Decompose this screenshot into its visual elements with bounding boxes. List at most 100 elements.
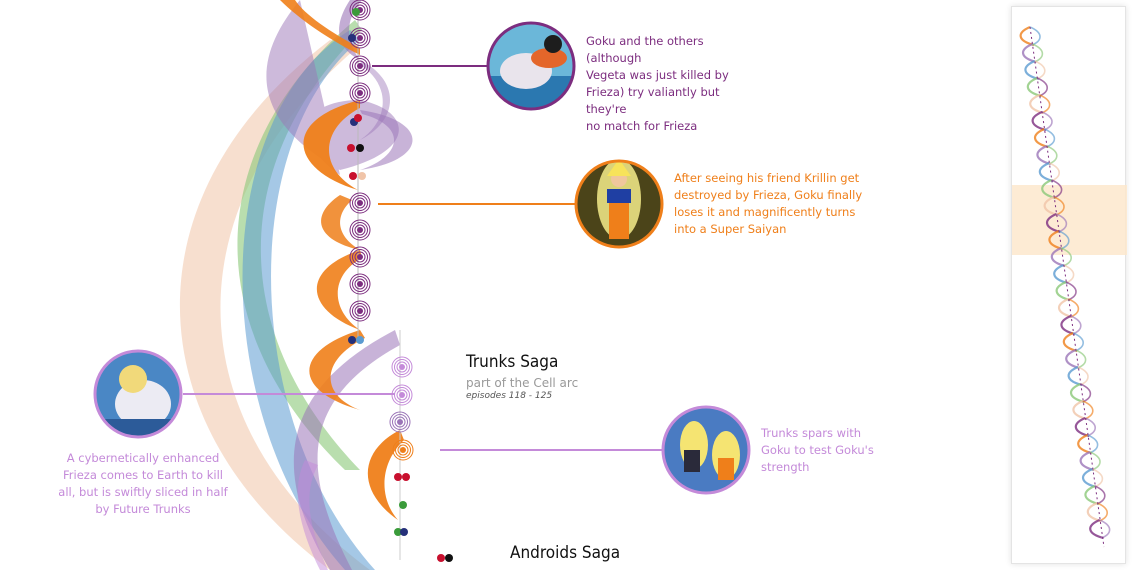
trunks-sparring-goku-image[interactable] — [661, 405, 751, 495]
minimap-ribbon — [1034, 127, 1049, 149]
episode-dot[interactable] — [445, 554, 453, 562]
minimap-ribbon — [1087, 434, 1099, 454]
minimap-ribbon — [1029, 26, 1041, 46]
minimap-ribbon — [1041, 111, 1053, 131]
minimap-ribbon — [1096, 502, 1108, 522]
episode-marker-frieza[interactable] — [349, 300, 371, 322]
episode-dot[interactable] — [402, 473, 410, 481]
marker-ring — [354, 224, 366, 236]
episode-dot[interactable] — [348, 34, 356, 42]
episode-marker-trunks[interactable] — [391, 356, 413, 378]
mecha-frieza-image[interactable] — [93, 349, 183, 439]
goku-fighting-frieza-image[interactable] — [486, 21, 576, 116]
marker-ring — [354, 305, 366, 317]
goku-ribbon — [309, 330, 365, 410]
episode-dot[interactable] — [400, 528, 408, 536]
episode-dot[interactable] — [347, 144, 355, 152]
marker-core — [357, 254, 363, 260]
episode-marker-frieza[interactable] — [349, 82, 371, 104]
episode-marker-trunks[interactable] — [391, 384, 413, 406]
episode-dot[interactable] — [437, 554, 445, 562]
episode-dot[interactable] — [356, 336, 364, 344]
marker-ring — [352, 276, 368, 292]
marker-ring — [395, 442, 411, 458]
goku-ribbon — [303, 100, 360, 190]
episode-marker-goku[interactable] — [392, 439, 414, 461]
episode-marker-frieza[interactable] — [349, 192, 371, 214]
minimap-overview — [1012, 25, 1127, 548]
marker-ring — [394, 387, 410, 403]
marker-ring — [354, 197, 366, 209]
minimap-ribbon — [1099, 519, 1111, 539]
marker-core — [397, 419, 403, 425]
annotation-trunks-spars: Trunks spars with Goku to test Goku's st… — [761, 425, 891, 476]
episode-markers — [347, 0, 453, 562]
marker-core — [357, 200, 363, 206]
minimap-ribbon — [1094, 485, 1106, 505]
marker-ring — [349, 273, 371, 295]
marker-ring — [352, 249, 368, 265]
marker-core — [357, 35, 363, 41]
minimap-ribbon — [1074, 416, 1090, 438]
marker-ring — [352, 303, 368, 319]
minimap-ribbon — [1089, 451, 1101, 471]
marker-ring — [352, 2, 368, 18]
super-saiyan-goku-image[interactable] — [574, 159, 664, 249]
minimap-ribbon — [1044, 128, 1056, 148]
minimap-viewport[interactable] — [1012, 185, 1127, 255]
minimap-ribbon — [1084, 417, 1096, 437]
episode-dot[interactable] — [349, 172, 357, 180]
episode-marker-frieza[interactable] — [349, 55, 371, 77]
marker-ring — [352, 58, 368, 74]
minimap-ribbon — [1063, 264, 1075, 284]
episode-dot[interactable] — [394, 528, 402, 536]
minimap-ribbon — [1039, 94, 1051, 114]
marker-ring — [389, 411, 411, 433]
marker-ring — [397, 444, 409, 456]
marker-ring — [349, 55, 371, 77]
minimap-ribbon — [1080, 383, 1092, 403]
episode-dot[interactable] — [399, 501, 407, 509]
minimap-ribbon — [1070, 315, 1082, 335]
marker-ring — [349, 0, 371, 21]
episode-marker-frieza[interactable] — [349, 219, 371, 241]
trunks-ribbon — [297, 460, 328, 570]
episode-dot[interactable] — [348, 336, 356, 344]
marker-core — [357, 63, 363, 69]
annotation-line: strength — [761, 460, 810, 474]
minimap-ribbon — [1058, 230, 1070, 250]
marker-ring — [349, 219, 371, 241]
minimap[interactable] — [1011, 6, 1127, 564]
minimap-ribbon — [1036, 77, 1048, 97]
marker-ring — [349, 192, 371, 214]
annotation-line: Goku to test Goku's — [761, 443, 874, 457]
episode-marker-frieza[interactable] — [349, 246, 371, 268]
marker-ring — [354, 60, 366, 72]
minimap-ribbon — [1032, 43, 1044, 63]
episode-dot[interactable] — [394, 473, 402, 481]
episode-dot[interactable] — [354, 114, 362, 122]
minimap-ribbon — [1046, 145, 1058, 165]
marker-ring — [392, 414, 408, 430]
annotation-line: by Future Trunks — [95, 502, 191, 516]
minimap-ribbon — [1070, 382, 1085, 404]
episode-marker-piccolo[interactable] — [389, 411, 411, 433]
minimap-ribbon — [1082, 400, 1094, 420]
episode-dot[interactable] — [352, 8, 360, 16]
minimap-ribbon — [1065, 281, 1077, 301]
marker-ring — [349, 246, 371, 268]
minimap-ribbon — [1029, 93, 1044, 115]
episode-marker-frieza[interactable] — [349, 273, 371, 295]
krillin-ribbon — [179, 40, 370, 570]
episode-dot[interactable] — [356, 144, 364, 152]
minimap-ribbon — [1048, 162, 1060, 182]
episode-dot[interactable] — [358, 172, 366, 180]
annotation-frieza-fight: Goku and the others (although Vegeta was… — [586, 33, 761, 135]
minimap-ribbon — [1034, 60, 1046, 80]
annotation-line: Goku and the others (although — [586, 34, 704, 65]
marker-ring — [394, 359, 410, 375]
minimap-ribbon — [1092, 468, 1104, 488]
piccolo-ribbon — [266, 0, 399, 175]
minimap-ribbon — [1067, 365, 1083, 387]
